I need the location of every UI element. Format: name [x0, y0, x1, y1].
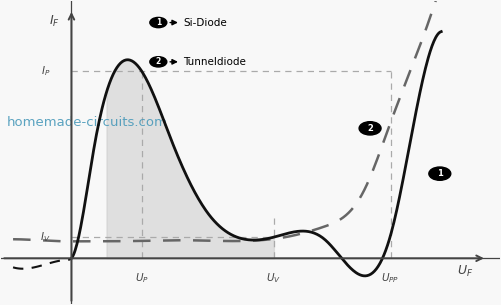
Text: Tunneldiode: Tunneldiode	[183, 57, 246, 67]
Text: $I_P$: $I_P$	[41, 64, 50, 78]
Circle shape	[429, 167, 451, 180]
Circle shape	[359, 122, 381, 135]
Text: 2: 2	[156, 57, 161, 66]
Text: $U_V$: $U_V$	[267, 271, 282, 285]
Text: 1: 1	[437, 169, 443, 178]
Text: 1: 1	[156, 18, 161, 27]
Text: homemade-circuits.com: homemade-circuits.com	[7, 116, 167, 129]
Text: $U_F$: $U_F$	[457, 264, 473, 279]
Text: $I_F$: $I_F$	[49, 14, 59, 30]
Text: $U_P$: $U_P$	[135, 271, 148, 285]
Text: $U_{PP}$: $U_{PP}$	[381, 271, 400, 285]
Text: 2: 2	[367, 124, 373, 133]
Text: $I_V$: $I_V$	[40, 230, 50, 244]
Circle shape	[150, 17, 167, 28]
Text: Si-Diode: Si-Diode	[183, 18, 227, 27]
Circle shape	[150, 57, 167, 67]
